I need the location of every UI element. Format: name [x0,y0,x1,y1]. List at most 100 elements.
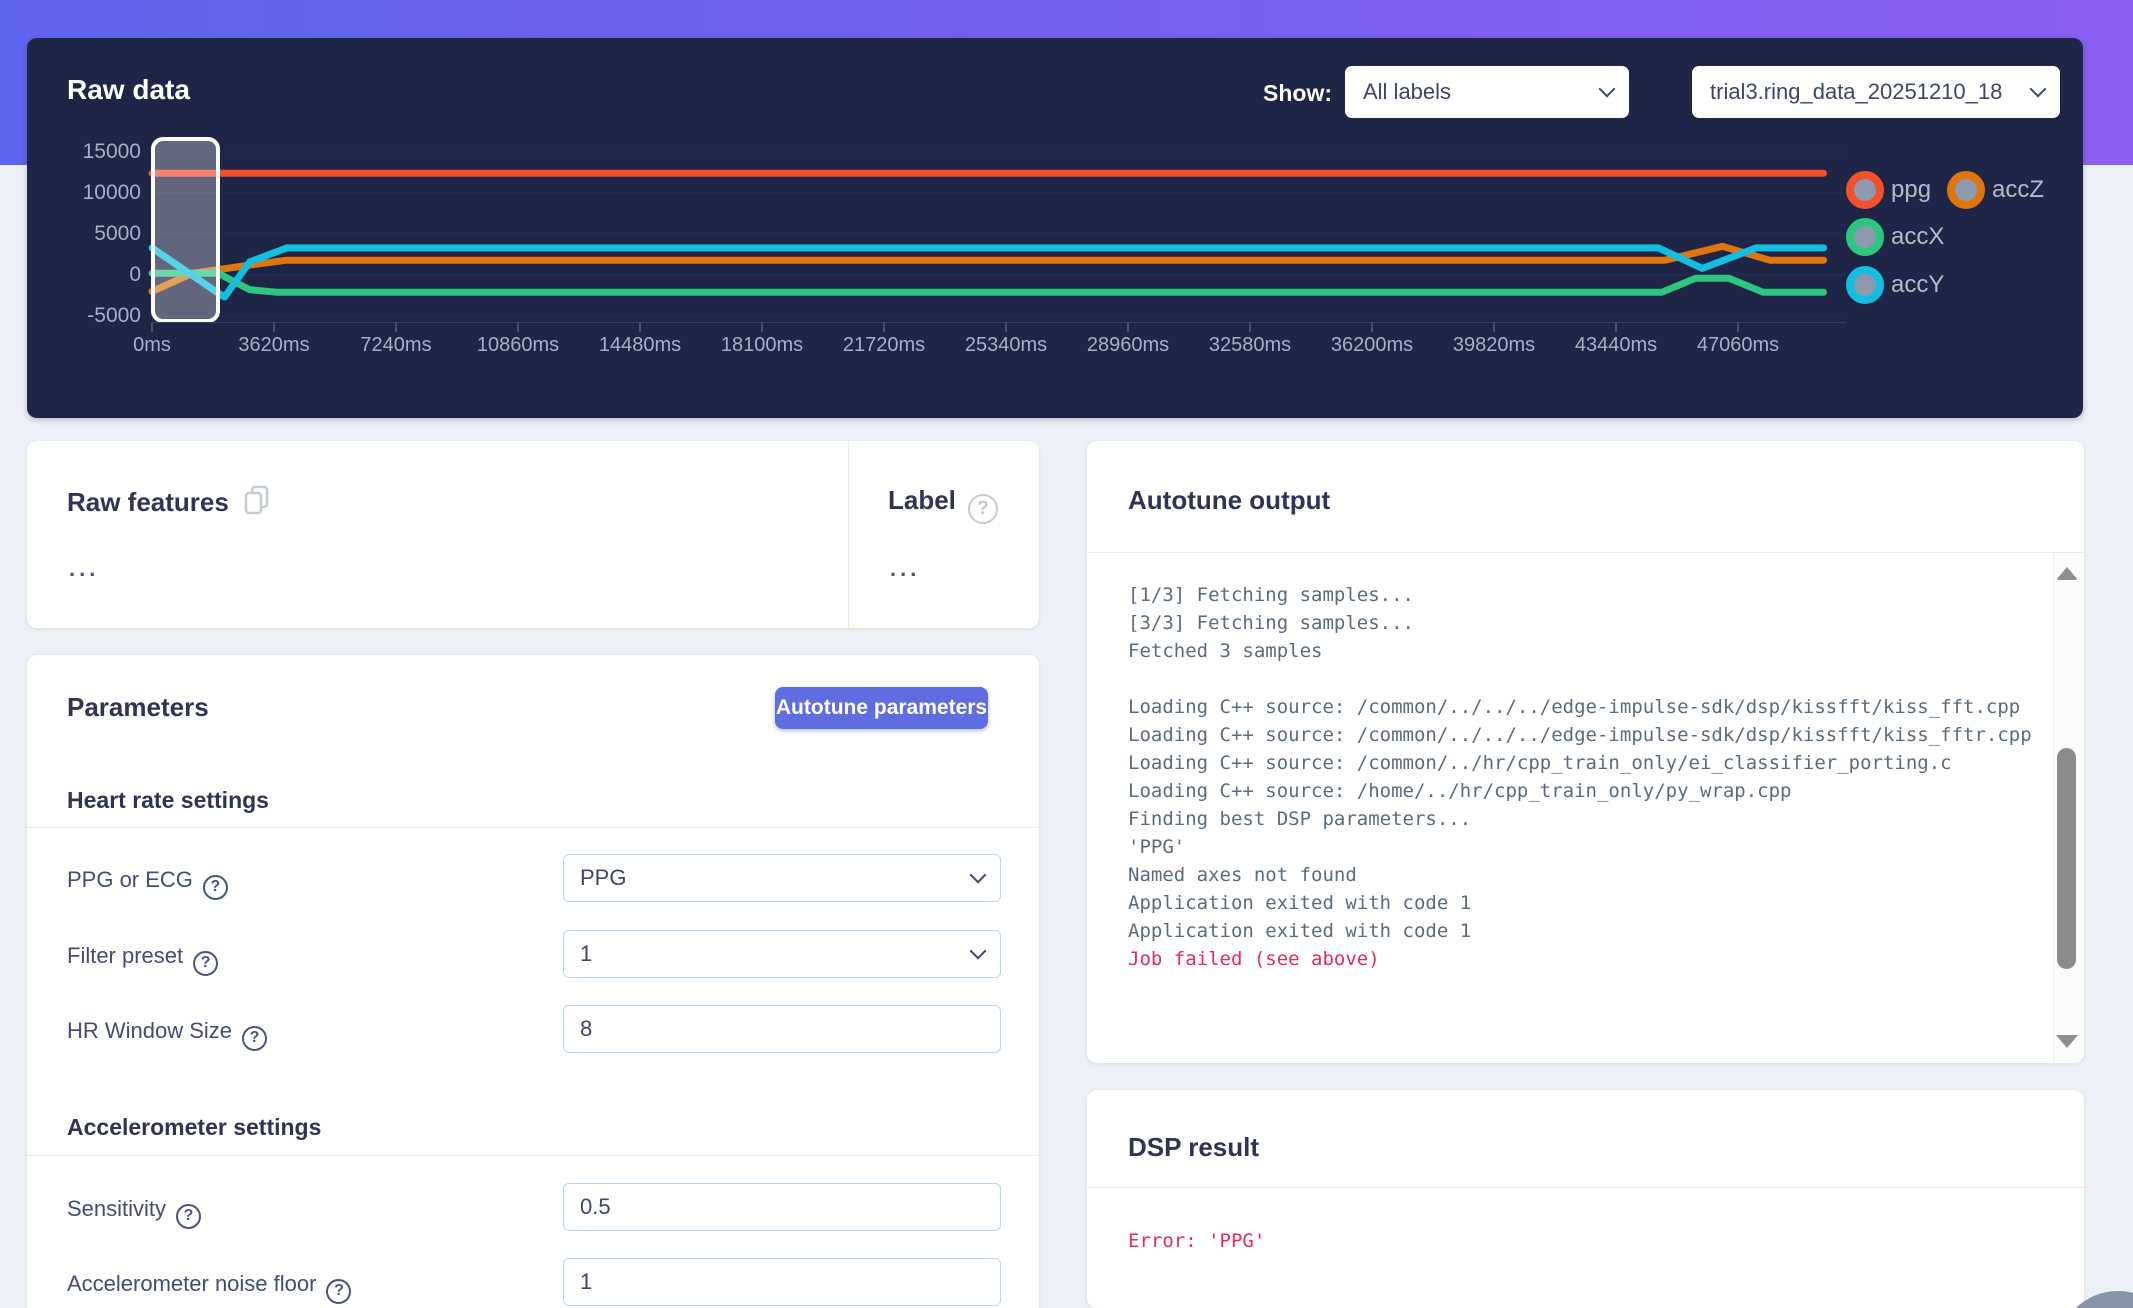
console-line: Application exited with code 1 [1128,920,1472,942]
ppg-or-ecg-label: PPG or ECG? [67,867,228,900]
raw-features-panel: Raw features ... Label? ... [27,441,1039,628]
console-line: Named axes not found [1128,864,1357,886]
scroll-up-arrow-icon[interactable] [2056,567,2078,580]
label-value: ... [890,556,921,581]
divider [1087,1187,2084,1188]
accelerometer-noise-floor-input[interactable] [563,1258,1001,1306]
raw-features-title: Raw features [67,487,229,517]
parameters-title: Parameters [67,692,209,722]
legend-swatch-ppg [1846,171,1884,209]
labels-filter-dropdown[interactable]: All labels [1345,66,1629,118]
chevron-down-icon [2029,80,2047,98]
help-icon[interactable]: ? [202,874,228,900]
x-tick-label: 0ms [133,334,171,356]
dsp-result-title: DSP result [1128,1132,1260,1162]
sample-select-value: trial3.ring_data_20251210_18 [1710,79,2003,104]
x-tick-label: 10860ms [476,334,560,356]
raw-data-panel: Raw data Show: All labels trial3.ring_da… [27,38,2083,418]
heart-rate-settings-heading: Heart rate settings [67,787,269,813]
filter-preset-value: 1 [580,941,593,966]
x-tick-label: 39820ms [1452,334,1536,356]
console-line: [3/3] Fetching samples... [1128,612,1414,634]
autotune-output-title: Autotune output [1128,485,1331,515]
console-scrollbar[interactable] [2053,553,2080,1062]
accelerometer-settings-heading: Accelerometer settings [67,1114,322,1140]
hr-window-size-input[interactable] [563,1005,1001,1053]
raw-data-title: Raw data [67,74,190,105]
copy-icon[interactable] [243,485,271,520]
legend-swatch-accX [1846,218,1884,256]
x-tick-label: 36200ms [1330,334,1414,356]
x-axis-line [152,322,1846,323]
legend-item-ppg[interactable]: ppg [1846,171,1931,209]
x-tick-label: 43440ms [1574,334,1658,356]
legend-label: accX [1891,223,1945,250]
divider [27,1155,1039,1156]
scroll-down-arrow-icon[interactable] [2056,1035,2078,1048]
x-tick-label: 14480ms [598,334,682,356]
y-tick-label: -5000 [87,303,141,327]
legend-item-accZ[interactable]: accZ [1947,171,2044,209]
sample-select-dropdown[interactable]: trial3.ring_data_20251210_18 [1692,66,2060,118]
x-tick-label: 28960ms [1086,334,1170,356]
sensitivity-label: Sensitivity? [67,1196,202,1229]
y-tick-label: 0 [129,262,141,286]
x-tick-label: 32580ms [1208,334,1292,356]
console-error-line: Job failed (see above) [1128,948,1380,970]
help-icon[interactable]: ? [176,1203,202,1229]
divider [848,441,849,628]
y-tick-label: 10000 [82,180,141,204]
legend-item-accX[interactable]: accX [1846,218,1944,256]
chart-canvas [148,137,1844,323]
console-line [1128,668,2032,696]
legend-label: accY [1891,271,1945,298]
legend-label: ppg [1891,176,1932,203]
raw-features-value: ... [69,556,100,581]
legend-item-accY[interactable]: accY [1846,266,1944,304]
help-icon[interactable]: ? [193,950,219,976]
x-axis-ticks [151,323,1847,332]
console-line: Application exited with code 1 [1128,892,1472,914]
filter-preset-select[interactable]: 1 [563,930,1001,978]
console-line: Loading C++ source: /home/../hr/cpp_trai… [1128,780,1792,802]
chevron-down-icon [969,942,987,960]
x-tick-label: 7240ms [360,334,432,356]
scrollbar-thumb[interactable] [2057,748,2076,969]
y-tick-label: 5000 [94,221,141,245]
x-tick-label: 18100ms [720,334,804,356]
x-tick-label: 21720ms [842,334,926,356]
ppg-or-ecg-select[interactable]: PPG [563,854,1001,902]
selection-window[interactable] [151,137,220,323]
hr-window-size-label: HR Window Size? [67,1018,268,1051]
sensitivity-input[interactable] [563,1183,1001,1231]
x-tick-label: 47060ms [1696,334,1780,356]
raw-data-chart[interactable] [148,137,1844,323]
dsp-result-panel: DSP result Error: 'PPG' [1087,1090,2084,1308]
dsp-error-text: Error: 'PPG' [1128,1230,1266,1252]
x-tick-label: 25340ms [964,334,1048,356]
help-icon[interactable]: ? [326,1278,352,1304]
help-icon[interactable]: ? [967,494,998,524]
console-line: Loading C++ source: /common/../../../edg… [1128,696,2021,718]
console-line: 'PPG' [1128,836,1186,858]
help-icon[interactable]: ? [242,1025,268,1051]
labels-filter-value: All labels [1363,79,1452,104]
autotune-parameters-button[interactable]: Autotune parameters [775,687,988,729]
console-line: Loading C++ source: /common/../../../edg… [1128,724,2032,746]
legend-label: accZ [1992,176,2045,203]
show-label: Show: [1263,80,1332,106]
console-line: Finding best DSP parameters... [1128,808,1472,830]
y-tick-label: 15000 [82,139,141,163]
chevron-down-icon [1598,80,1616,98]
autotune-output-panel: Autotune output [1/3] Fetching samples..… [1087,441,2084,1063]
legend-swatch-accY [1846,266,1884,304]
divider [27,827,1039,828]
label-title: Label [888,485,956,515]
chevron-down-icon [969,866,987,884]
x-tick-label: 3620ms [238,334,310,356]
parameters-panel: Parameters Autotune parameters Heart rat… [27,655,1039,1308]
console-text: [1/3] Fetching samples... [3/3] Fetching… [1128,584,2032,976]
autotune-console: [1/3] Fetching samples... [3/3] Fetching… [1087,552,2084,1063]
console-line: Fetched 3 samples [1128,640,1323,662]
